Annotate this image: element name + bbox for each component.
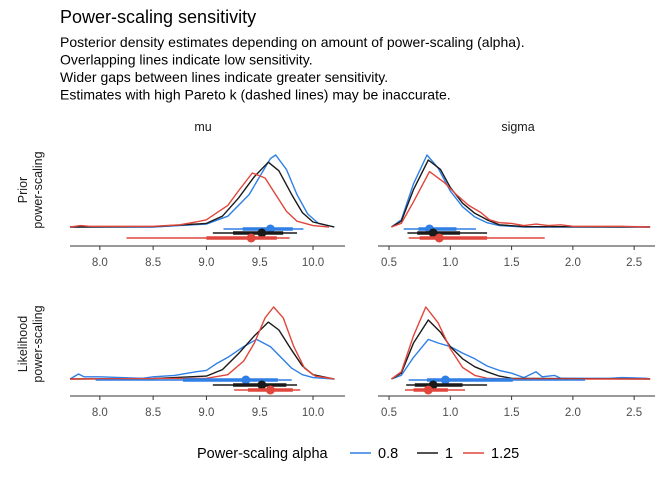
density-line-r0-c1-alpha-0.8 [391, 154, 651, 228]
x-tick-label-r0-c0-3: 9.5 [252, 257, 268, 269]
x-tick-label-r1-c1-2: 1.5 [504, 407, 520, 419]
column-strip-sigma: sigma [501, 120, 534, 134]
density-line-r1-c1-alpha-1 [391, 319, 651, 380]
row-strip-likelihood-line-2: power-scaling [31, 305, 45, 382]
panels: 8.0 8.5 9.0 9.5 10.0 0.5 1.0 1.5 2.0 2.5 8.0 8.5 9.0… [69, 154, 655, 419]
legend: Power-scaling alpha 0.8 1 1.25 [197, 446, 519, 462]
x-tick-label-r0-c0-2: 9.0 [198, 257, 214, 269]
interval-point-r0-c0-alpha-1.25 [246, 233, 256, 243]
column-strip-mu: mu [194, 120, 211, 134]
chart-subtitle-line-3: Wider gaps between lines indicate greate… [60, 69, 388, 85]
density-line-r1-c0-alpha-0.8 [69, 338, 335, 380]
x-tick-label-r0-c0-4: 10.0 [302, 257, 324, 269]
x-tick-label-r0-c0-0: 8.0 [92, 257, 108, 269]
legend-label-1.25: 1.25 [491, 446, 519, 462]
density-line-r1-c0-alpha-1.25 [69, 306, 335, 380]
x-tick-label-r1-c0-4: 10.0 [302, 407, 324, 419]
density-line-r0-c1-alpha-1 [391, 159, 651, 228]
x-tick-label-r1-c0-1: 8.5 [145, 407, 161, 419]
chart-subtitle-line-1: Posterior density estimates depending on… [60, 34, 525, 50]
interval-point-r1-c1-alpha-1.25 [423, 385, 433, 395]
density-line-r0-c1-alpha-1.25 [391, 170, 651, 228]
density-line-r0-c0-alpha-0.8 [70, 154, 335, 228]
x-tick-label-r1-c1-3: 2.0 [565, 407, 581, 419]
density-line-r0-c0-alpha-1 [69, 161, 335, 228]
density-line-r1-c1-alpha-1.25 [391, 306, 651, 380]
x-tick-label-r1-c1-0: 0.5 [381, 407, 397, 419]
legend-title: Power-scaling alpha [197, 446, 329, 462]
interval-point-r0-c1-alpha-1.25 [434, 233, 444, 243]
x-tick-label-r1-c1-4: 2.5 [626, 407, 642, 419]
interval-point-r1-c1-alpha-0.8 [440, 375, 450, 385]
interval-point-r0-c0-alpha-1 [257, 228, 267, 238]
chart-subtitle-line-4: Estimates with high Pareto k (dashed lin… [60, 87, 451, 103]
x-tick-label-r1-c0-3: 9.5 [252, 407, 268, 419]
chart-title: Power-scaling sensitivity [60, 7, 256, 27]
x-tick-label-r0-c1-1: 1.0 [442, 257, 458, 269]
chart-subtitle-line-2: Overlapping lines indicate low sensitivi… [60, 52, 313, 68]
row-strip-prior-line-2: power-scaling [31, 151, 45, 228]
x-tick-label-r1-c0-0: 8.0 [92, 407, 108, 419]
row-strip-likelihood-line-1: Likelihood [16, 316, 30, 372]
x-tick-label-r0-c1-2: 1.5 [504, 257, 520, 269]
x-tick-label-r1-c0-2: 9.0 [198, 407, 214, 419]
x-tick-label-r1-c1-1: 1.0 [442, 407, 458, 419]
density-line-r1-c1-alpha-0.8 [391, 338, 651, 380]
interval-point-r0-c1-alpha-1 [428, 228, 438, 238]
interval-point-r1-c0-alpha-0.8 [241, 375, 251, 385]
density-line-r0-c0-alpha-1.25 [69, 172, 330, 228]
row-strip-prior-line-1: Prior [16, 177, 30, 203]
x-tick-label-r0-c0-1: 8.5 [145, 257, 161, 269]
x-tick-label-r0-c1-0: 0.5 [381, 257, 397, 269]
x-tick-label-r0-c1-3: 2.0 [565, 257, 581, 269]
x-tick-label-r0-c1-4: 2.5 [626, 257, 642, 269]
interval-point-r1-c0-alpha-1 [257, 380, 267, 390]
legend-label-0.8: 0.8 [378, 446, 398, 462]
legend-label-1: 1 [445, 446, 453, 462]
interval-point-r1-c0-alpha-1.25 [265, 385, 275, 395]
